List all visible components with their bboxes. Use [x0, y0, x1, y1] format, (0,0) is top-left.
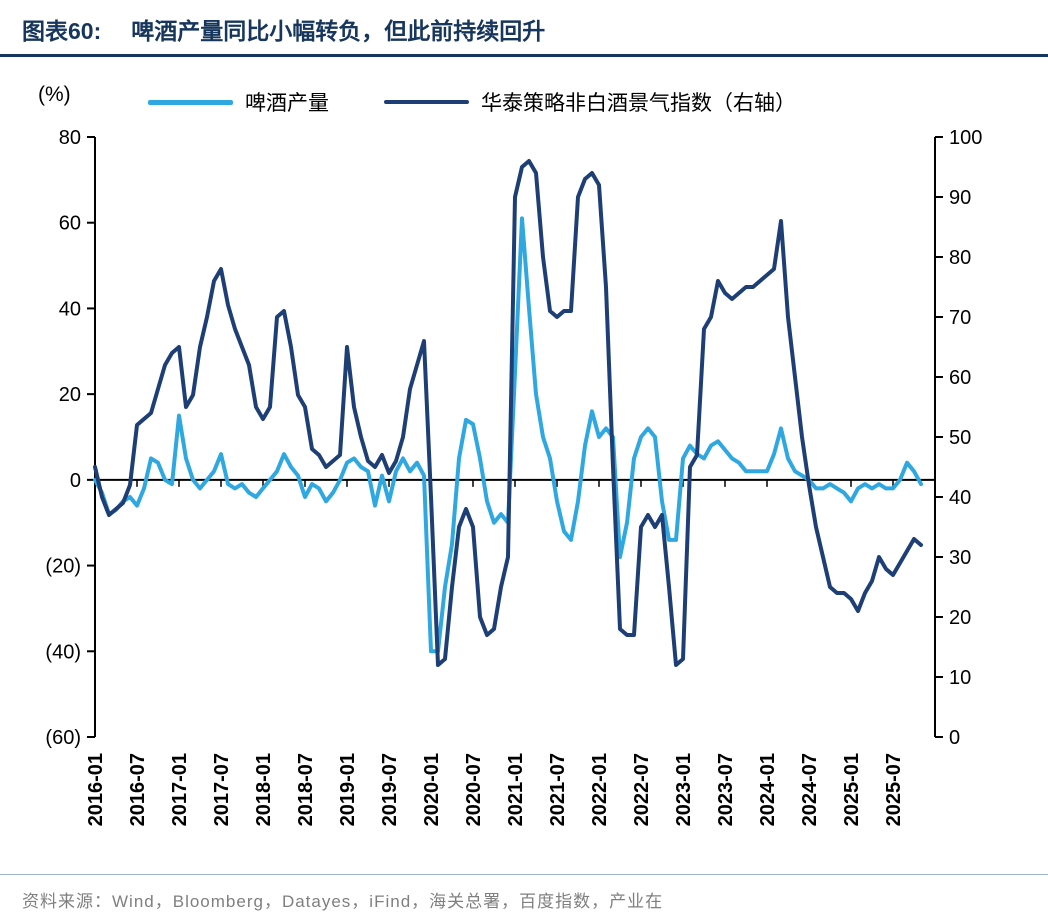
svg-text:2021-07: 2021-07: [547, 753, 569, 826]
svg-text:2016-01: 2016-01: [85, 753, 107, 826]
svg-text:2025-07: 2025-07: [883, 753, 905, 826]
svg-text:100: 100: [949, 127, 982, 149]
svg-text:2019-07: 2019-07: [379, 753, 401, 826]
legend-item-index: 华泰策略非白酒景气指数（右轴）: [384, 87, 796, 117]
svg-text:0: 0: [70, 470, 81, 492]
svg-text:2016-07: 2016-07: [127, 753, 149, 826]
svg-text:50: 50: [949, 427, 971, 449]
svg-text:2017-01: 2017-01: [169, 753, 191, 826]
svg-text:2021-01: 2021-01: [505, 753, 527, 826]
svg-text:2024-07: 2024-07: [799, 753, 821, 826]
index-series-line-swatch: [384, 100, 469, 104]
page-title: 啤酒产量同比小幅转负，但此前持续回升: [131, 18, 546, 44]
svg-text:2023-01: 2023-01: [673, 753, 695, 826]
left-axis-unit-label: (%): [38, 83, 71, 106]
svg-text:60: 60: [949, 367, 971, 389]
svg-text:2024-01: 2024-01: [757, 753, 779, 826]
svg-text:10: 10: [949, 667, 971, 689]
svg-text:(60): (60): [45, 727, 81, 749]
svg-text:80: 80: [949, 247, 971, 269]
svg-text:30: 30: [949, 547, 971, 569]
svg-text:60: 60: [59, 213, 81, 235]
beer-series-line-swatch: [148, 99, 233, 105]
svg-text:40: 40: [949, 487, 971, 509]
svg-text:2025-01: 2025-01: [841, 753, 863, 826]
line-chart-svg: 806040200(20)(40)(60)1009080706050403020…: [45, 127, 982, 826]
svg-text:2022-07: 2022-07: [631, 753, 653, 826]
svg-text:2022-01: 2022-01: [589, 753, 611, 826]
svg-text:2017-07: 2017-07: [211, 753, 233, 826]
svg-text:40: 40: [59, 298, 81, 320]
svg-text:2018-01: 2018-01: [253, 753, 275, 826]
figure-header: 图表60: 啤酒产量同比小幅转负，但此前持续回升: [0, 0, 1048, 57]
svg-text:90: 90: [949, 187, 971, 209]
svg-text:2019-01: 2019-01: [337, 753, 359, 826]
svg-text:(40): (40): [45, 641, 81, 663]
svg-text:2018-07: 2018-07: [295, 753, 317, 826]
svg-text:80: 80: [59, 127, 81, 149]
source-note: 资料来源：Wind，Bloomberg，Datayes，iFind，海关总署，百…: [0, 874, 1048, 912]
svg-text:20: 20: [59, 384, 81, 406]
svg-text:2023-07: 2023-07: [715, 753, 737, 826]
figure-label: 图表60:: [22, 18, 102, 44]
svg-text:2020-07: 2020-07: [463, 753, 485, 826]
svg-text:2020-01: 2020-01: [421, 753, 443, 826]
svg-text:0: 0: [949, 727, 960, 749]
legend-item-beer: 啤酒产量: [148, 87, 329, 117]
svg-text:20: 20: [949, 607, 971, 629]
chart-legend: 啤酒产量 华泰策略非白酒景气指数（右轴）: [148, 87, 796, 117]
legend-label-index: 华泰策略非白酒景气指数（右轴）: [481, 92, 796, 115]
chart-area: (%) 啤酒产量 华泰策略非白酒景气指数（右轴） 80 60 40 20 0 (20) (4…: [0, 57, 1048, 862]
svg-text:(20): (20): [45, 556, 81, 578]
legend-label-beer: 啤酒产量: [245, 92, 329, 115]
svg-text:70: 70: [949, 307, 971, 329]
